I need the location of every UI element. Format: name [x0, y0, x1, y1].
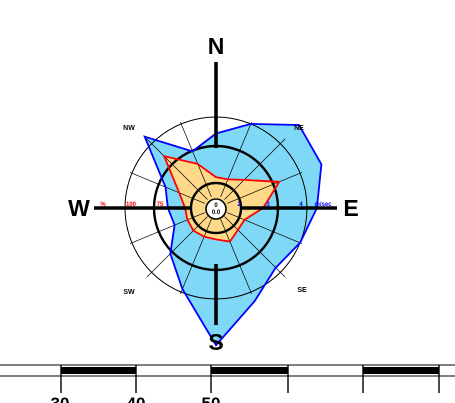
scale-segment-1: [61, 367, 136, 374]
blue-speed-line: [143, 122, 323, 347]
center-disc: [205, 198, 227, 220]
nw-label: NW: [123, 125, 135, 132]
se-label: SE: [297, 287, 307, 294]
center-label-bottom: 0.0: [212, 210, 221, 216]
scale-label-50: 50: [202, 394, 221, 403]
blue-tick-2: 2: [237, 202, 241, 208]
scale-segment-3: [363, 367, 439, 374]
spoke-ne: [224, 138, 286, 200]
north-label: N: [208, 33, 225, 59]
east-label: E: [343, 195, 358, 221]
scale-segment-2: [211, 367, 288, 374]
ne-label: NE: [294, 125, 304, 132]
spoke-nw: [146, 138, 208, 200]
scale-label-40: 40: [127, 394, 146, 403]
south-label: S: [208, 329, 223, 355]
center-label-top: 0: [214, 203, 218, 209]
inner-ring: [189, 181, 243, 235]
red-tick-100: 100: [126, 202, 137, 208]
blue-tick-3: 3: [266, 202, 270, 208]
scale-label-30: 30: [51, 394, 70, 403]
spoke-sw: [146, 216, 208, 278]
sw-label: SW: [123, 289, 135, 296]
blue-tick-4: 4: [299, 202, 303, 208]
red-unit-label: %: [100, 202, 106, 208]
red-frequency-line: [162, 154, 281, 243]
red-tick-75: 75: [157, 202, 164, 208]
west-label: W: [68, 195, 90, 221]
blue-unit-label: m/sec: [314, 202, 332, 208]
bottom-scale-bar: 30 40 50: [0, 364, 455, 403]
